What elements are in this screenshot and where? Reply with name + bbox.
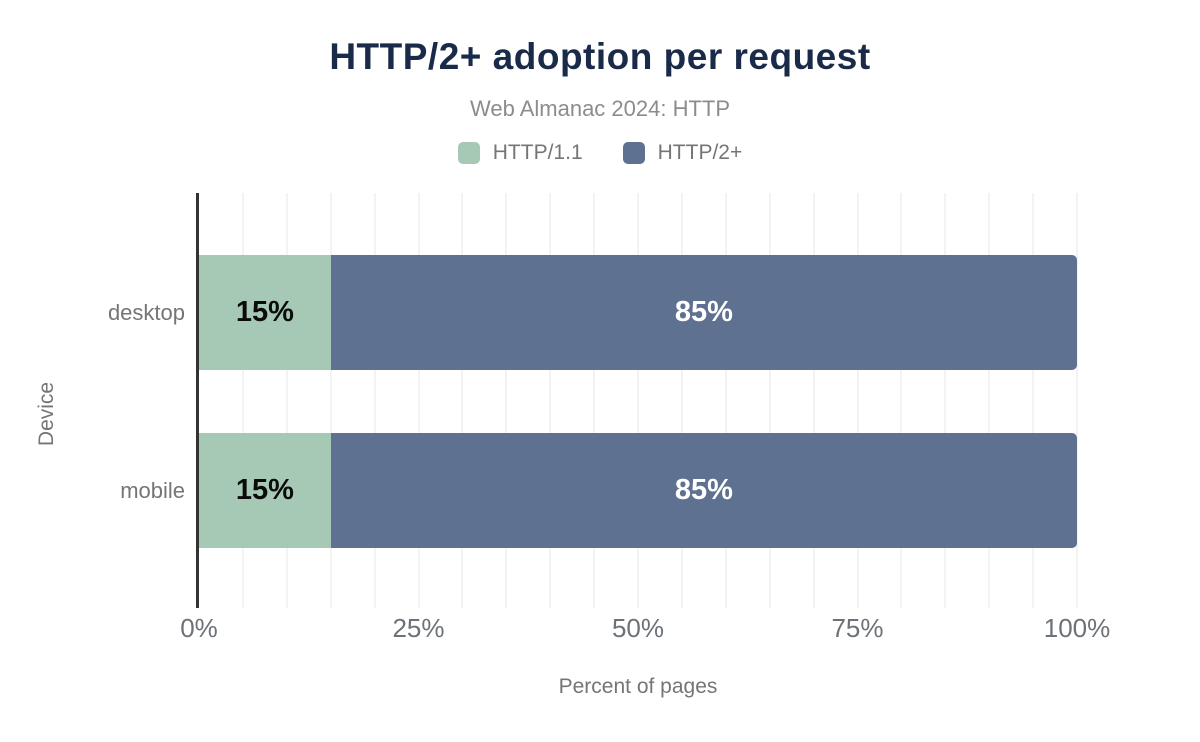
category-label-mobile: mobile: [120, 478, 185, 503]
data-label-mobile-http2plus: 85%: [674, 474, 733, 506]
gridline: [768, 193, 771, 608]
chart-title: HTTP/2+ adoption per request: [329, 36, 871, 77]
legend-swatch-http11-icon: [457, 142, 480, 164]
bar-segment-desktop-http2plus[interactable]: 85%: [330, 255, 1077, 370]
bar-segment-mobile-http11[interactable]: 15%: [199, 433, 331, 548]
gridline: [724, 193, 727, 608]
plot-area: desktop mobile 15% 85% 15% 85% 0% 25% 50…: [108, 193, 1110, 698]
bar-segment-mobile-http2plus[interactable]: 85%: [330, 433, 1077, 548]
bar-desktop: 15% 85%: [199, 255, 1077, 370]
data-label-desktop-http2plus: 85%: [674, 296, 733, 328]
legend-label-http2plus: HTTP/2+: [657, 141, 743, 164]
gridline: [1076, 193, 1078, 608]
data-label-mobile-http11: 15%: [235, 474, 294, 506]
gridline: [417, 193, 420, 608]
x-axis-title: Percent of pages: [558, 675, 718, 698]
legend: HTTP/1.1 HTTP/2+: [0, 141, 1200, 165]
x-tick-50: 50%: [611, 613, 665, 643]
x-tick-25: 25%: [392, 613, 445, 643]
gridline: [900, 193, 903, 608]
gridline: [856, 193, 859, 608]
bar-segment-desktop-http11[interactable]: 15%: [199, 255, 331, 370]
gridline: [285, 193, 288, 608]
gridline: [1032, 193, 1035, 608]
gridline: [944, 193, 947, 608]
gridline: [241, 193, 244, 608]
gridline: [637, 193, 639, 608]
gridline: [549, 193, 552, 608]
x-tick-0: 0%: [180, 613, 218, 643]
gridline: [505, 193, 508, 608]
gridline: [373, 193, 376, 608]
y-axis-title: Device: [35, 381, 58, 447]
y-axis-line: [196, 193, 199, 608]
bar-mobile: 15% 85%: [199, 433, 1077, 548]
legend-item-http2plus[interactable]: HTTP/2+: [622, 141, 743, 165]
x-tick-100: 100%: [1043, 613, 1111, 643]
legend-swatch-http2plus-icon: [622, 142, 645, 164]
gridline: [812, 193, 815, 608]
legend-label-http11: HTTP/1.1: [492, 141, 583, 164]
gridline: [988, 193, 991, 608]
data-label-desktop-http11: 15%: [235, 296, 294, 328]
x-tick-75: 75%: [831, 613, 884, 643]
category-label-desktop: desktop: [107, 300, 185, 325]
gridline: [461, 193, 464, 608]
gridline: [329, 193, 332, 608]
gridline: [680, 193, 683, 608]
legend-item-http11[interactable]: HTTP/1.1: [457, 141, 583, 165]
gridline: [593, 193, 596, 608]
chart-subtitle: Web Almanac 2024: HTTP: [469, 96, 731, 121]
